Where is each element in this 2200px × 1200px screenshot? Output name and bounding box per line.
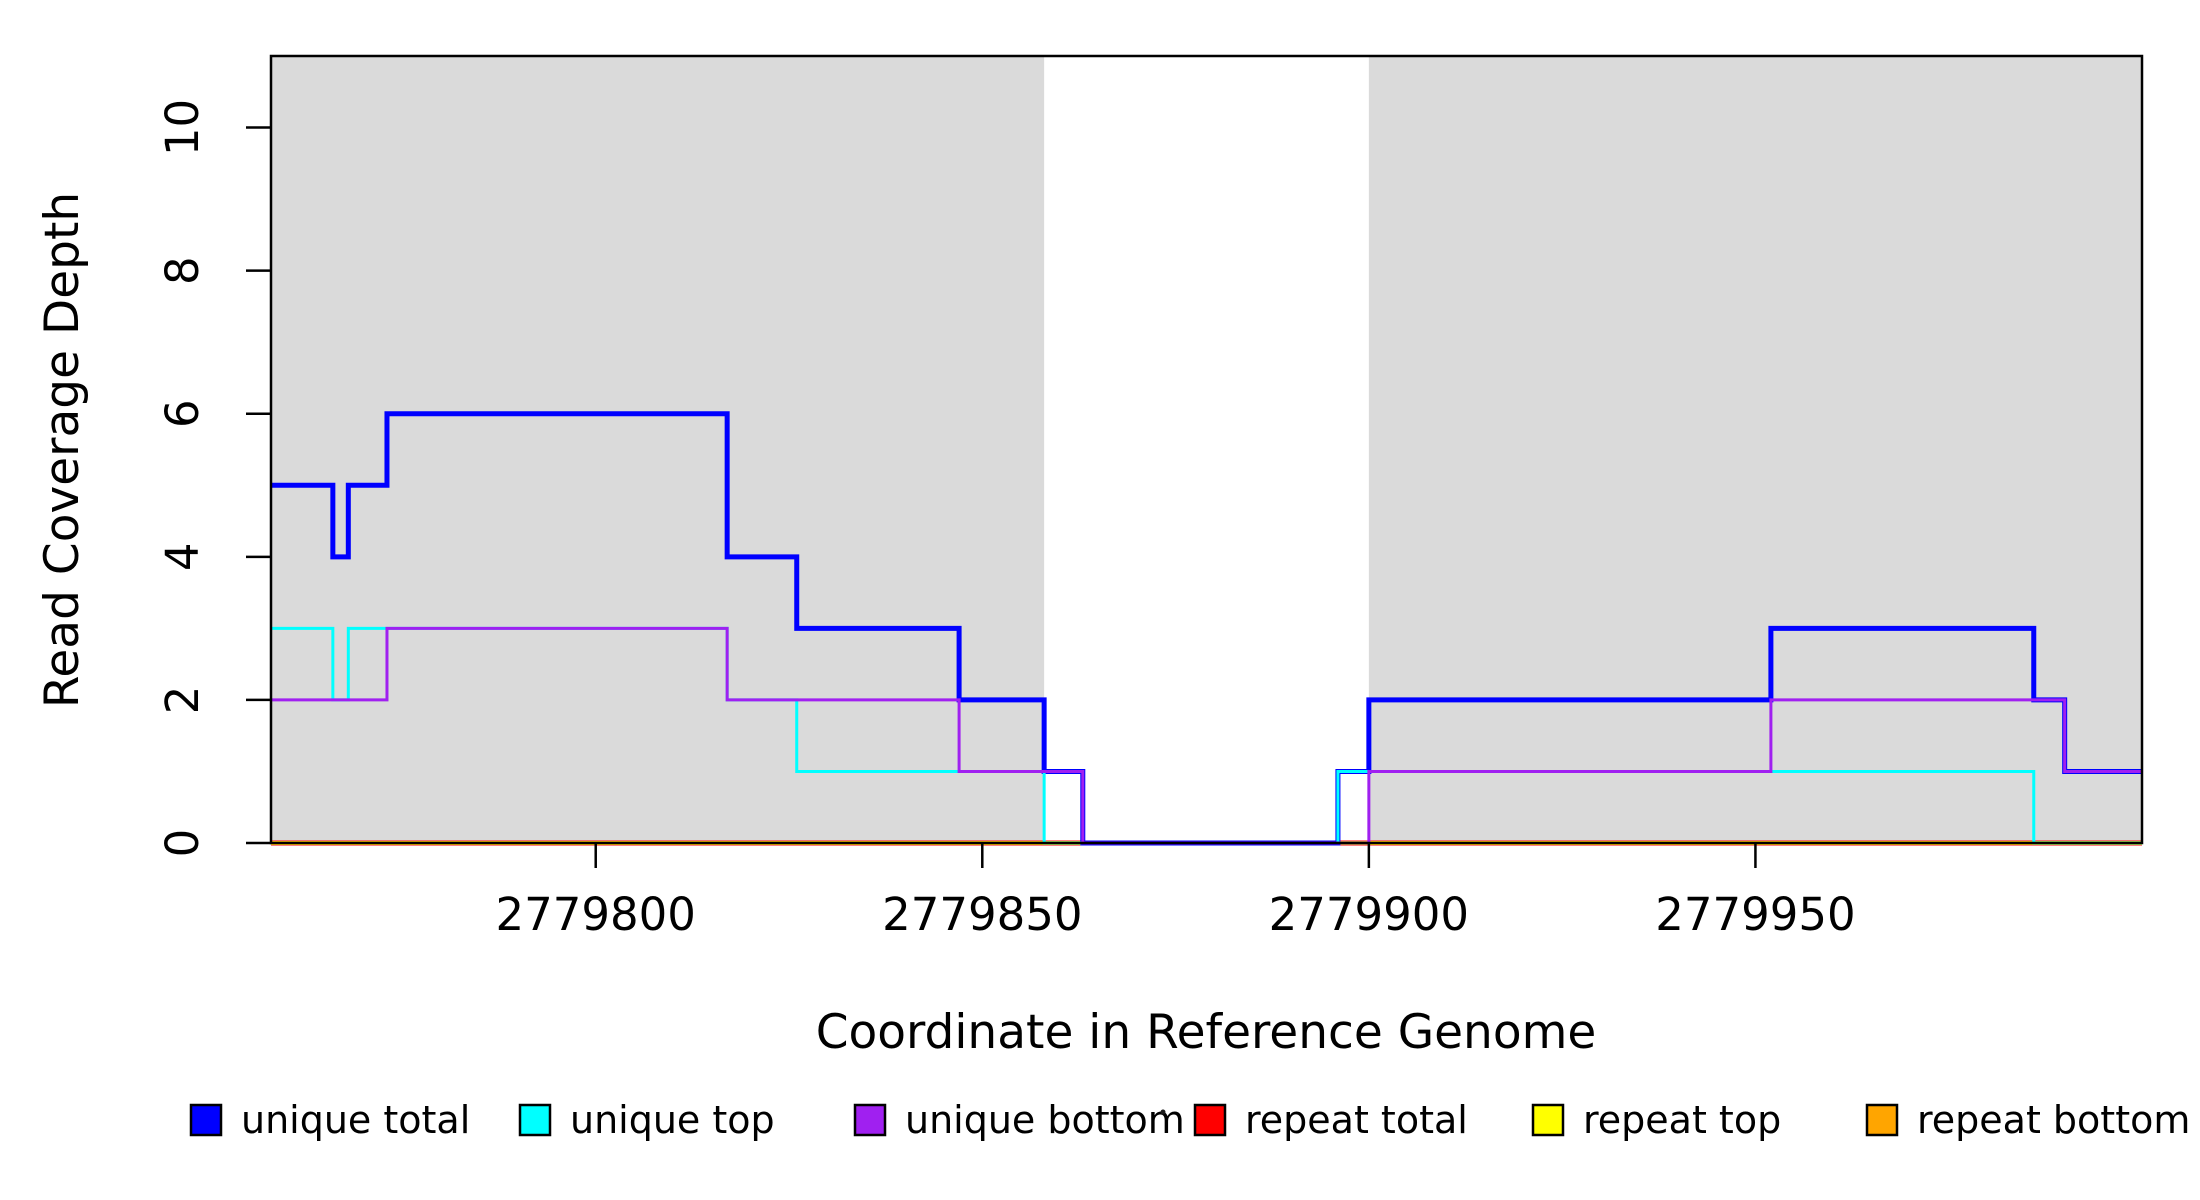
y-tick-label: 0 <box>156 829 209 858</box>
legend-label: unique bottom <box>905 1098 1185 1142</box>
legend-label: repeat total <box>1245 1098 1468 1142</box>
legend-swatch-unique-bottom <box>853 1103 887 1137</box>
legend-item-repeat-total: repeat total <box>1193 1098 1468 1142</box>
y-axis-title: Read Coverage Depth <box>35 192 90 708</box>
legend-item-repeat-top: repeat top <box>1531 1098 1781 1142</box>
x-tick-label: 2779950 <box>1655 888 1855 941</box>
stray-dot-mark <box>1160 1109 1166 1115</box>
legend-swatch-unique-top <box>518 1103 552 1137</box>
legend-item-unique-top: unique top <box>518 1098 775 1142</box>
y-tick-label: 6 <box>156 399 209 428</box>
legend-item-unique-total: unique total <box>189 1098 470 1142</box>
legend-label: repeat bottom <box>1917 1098 2190 1142</box>
y-tick-label: 2 <box>156 686 209 715</box>
shaded-regions <box>271 56 2142 843</box>
series-line-unique-total <box>271 411 2142 846</box>
legend-item-unique-bottom: unique bottom <box>853 1098 1185 1142</box>
legend-label: unique total <box>241 1098 470 1142</box>
legend-swatch-repeat-total <box>1193 1103 1227 1137</box>
x-tick-label: 2779800 <box>496 888 696 941</box>
plot-border-box <box>269 54 2144 845</box>
axis-ticks <box>246 126 1757 868</box>
y-tick-label: 10 <box>156 99 209 156</box>
legend-swatch-repeat-bottom <box>1865 1103 1899 1137</box>
legend-swatch-repeat-top <box>1531 1103 1565 1137</box>
shaded-region-right <box>1368 56 2142 843</box>
x-axis-title: Coordinate in Reference Genome <box>816 1005 1597 1060</box>
y-tick-label: 4 <box>156 542 209 571</box>
x-tick-label: 2779900 <box>1269 888 1469 941</box>
legend-swatch-unique-total <box>189 1103 223 1137</box>
shaded-region-left <box>271 56 1045 843</box>
axis-tick-labels: 2779800 2779850 2779900 2779950 0 2 4 6 8 10 <box>156 99 1856 941</box>
legend-item-repeat-bottom: repeat bottom <box>1865 1098 2190 1142</box>
y-tick-label: 8 <box>156 256 209 285</box>
x-tick-label: 2779850 <box>882 888 1082 941</box>
legend-label: unique top <box>570 1098 775 1142</box>
chart-legend: unique total unique top unique bottom repea… <box>189 1098 2190 1142</box>
legend-label: repeat top <box>1583 1098 1781 1142</box>
series-line-unique-bottom <box>271 626 2142 845</box>
